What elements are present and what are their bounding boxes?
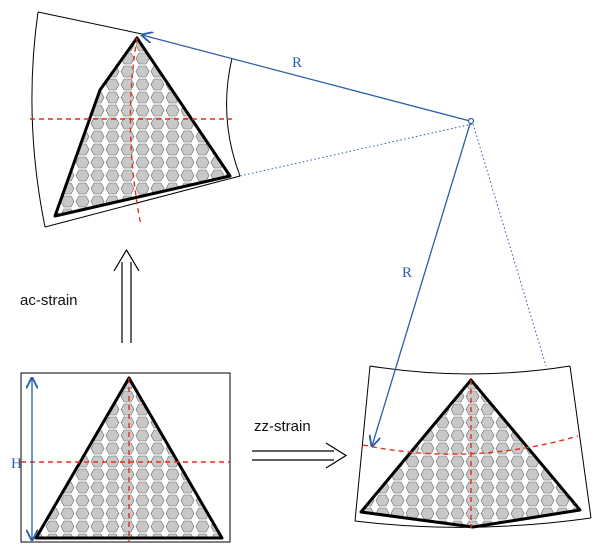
radius-label-right: R <box>402 265 412 281</box>
ac-top-edge <box>37 11 143 35</box>
ac-strain-arrow: ac-strain <box>20 248 140 343</box>
zz-inner-arc <box>369 365 571 375</box>
zz-right-edge <box>569 365 592 519</box>
zz-curved-guide <box>362 435 579 455</box>
radius-arrow-right <box>372 123 471 446</box>
ac-strain-label: ac-strain <box>20 292 78 309</box>
curvature-center <box>467 117 475 125</box>
unstrained-flake <box>34 376 224 540</box>
zz-strain-arrow: zz-strain <box>252 418 348 469</box>
unstrained-panel: H <box>11 372 231 543</box>
ac-bottom-edge <box>44 175 241 228</box>
radius-label-top: R <box>292 55 302 71</box>
ac-inner-arc <box>226 57 241 177</box>
ac-flake <box>53 36 232 218</box>
ac-curved-guide <box>129 37 142 227</box>
radius-dotted-top <box>239 123 473 177</box>
height-label: H <box>11 456 22 472</box>
radius-dotted-right <box>472 123 547 367</box>
zz-strain-label: zz-strain <box>254 418 311 435</box>
zz-strained-panel: R <box>354 123 592 529</box>
ac-strained-panel: R <box>30 11 475 228</box>
radius-arrow-top <box>142 35 471 122</box>
zz-left-edge <box>354 365 371 522</box>
